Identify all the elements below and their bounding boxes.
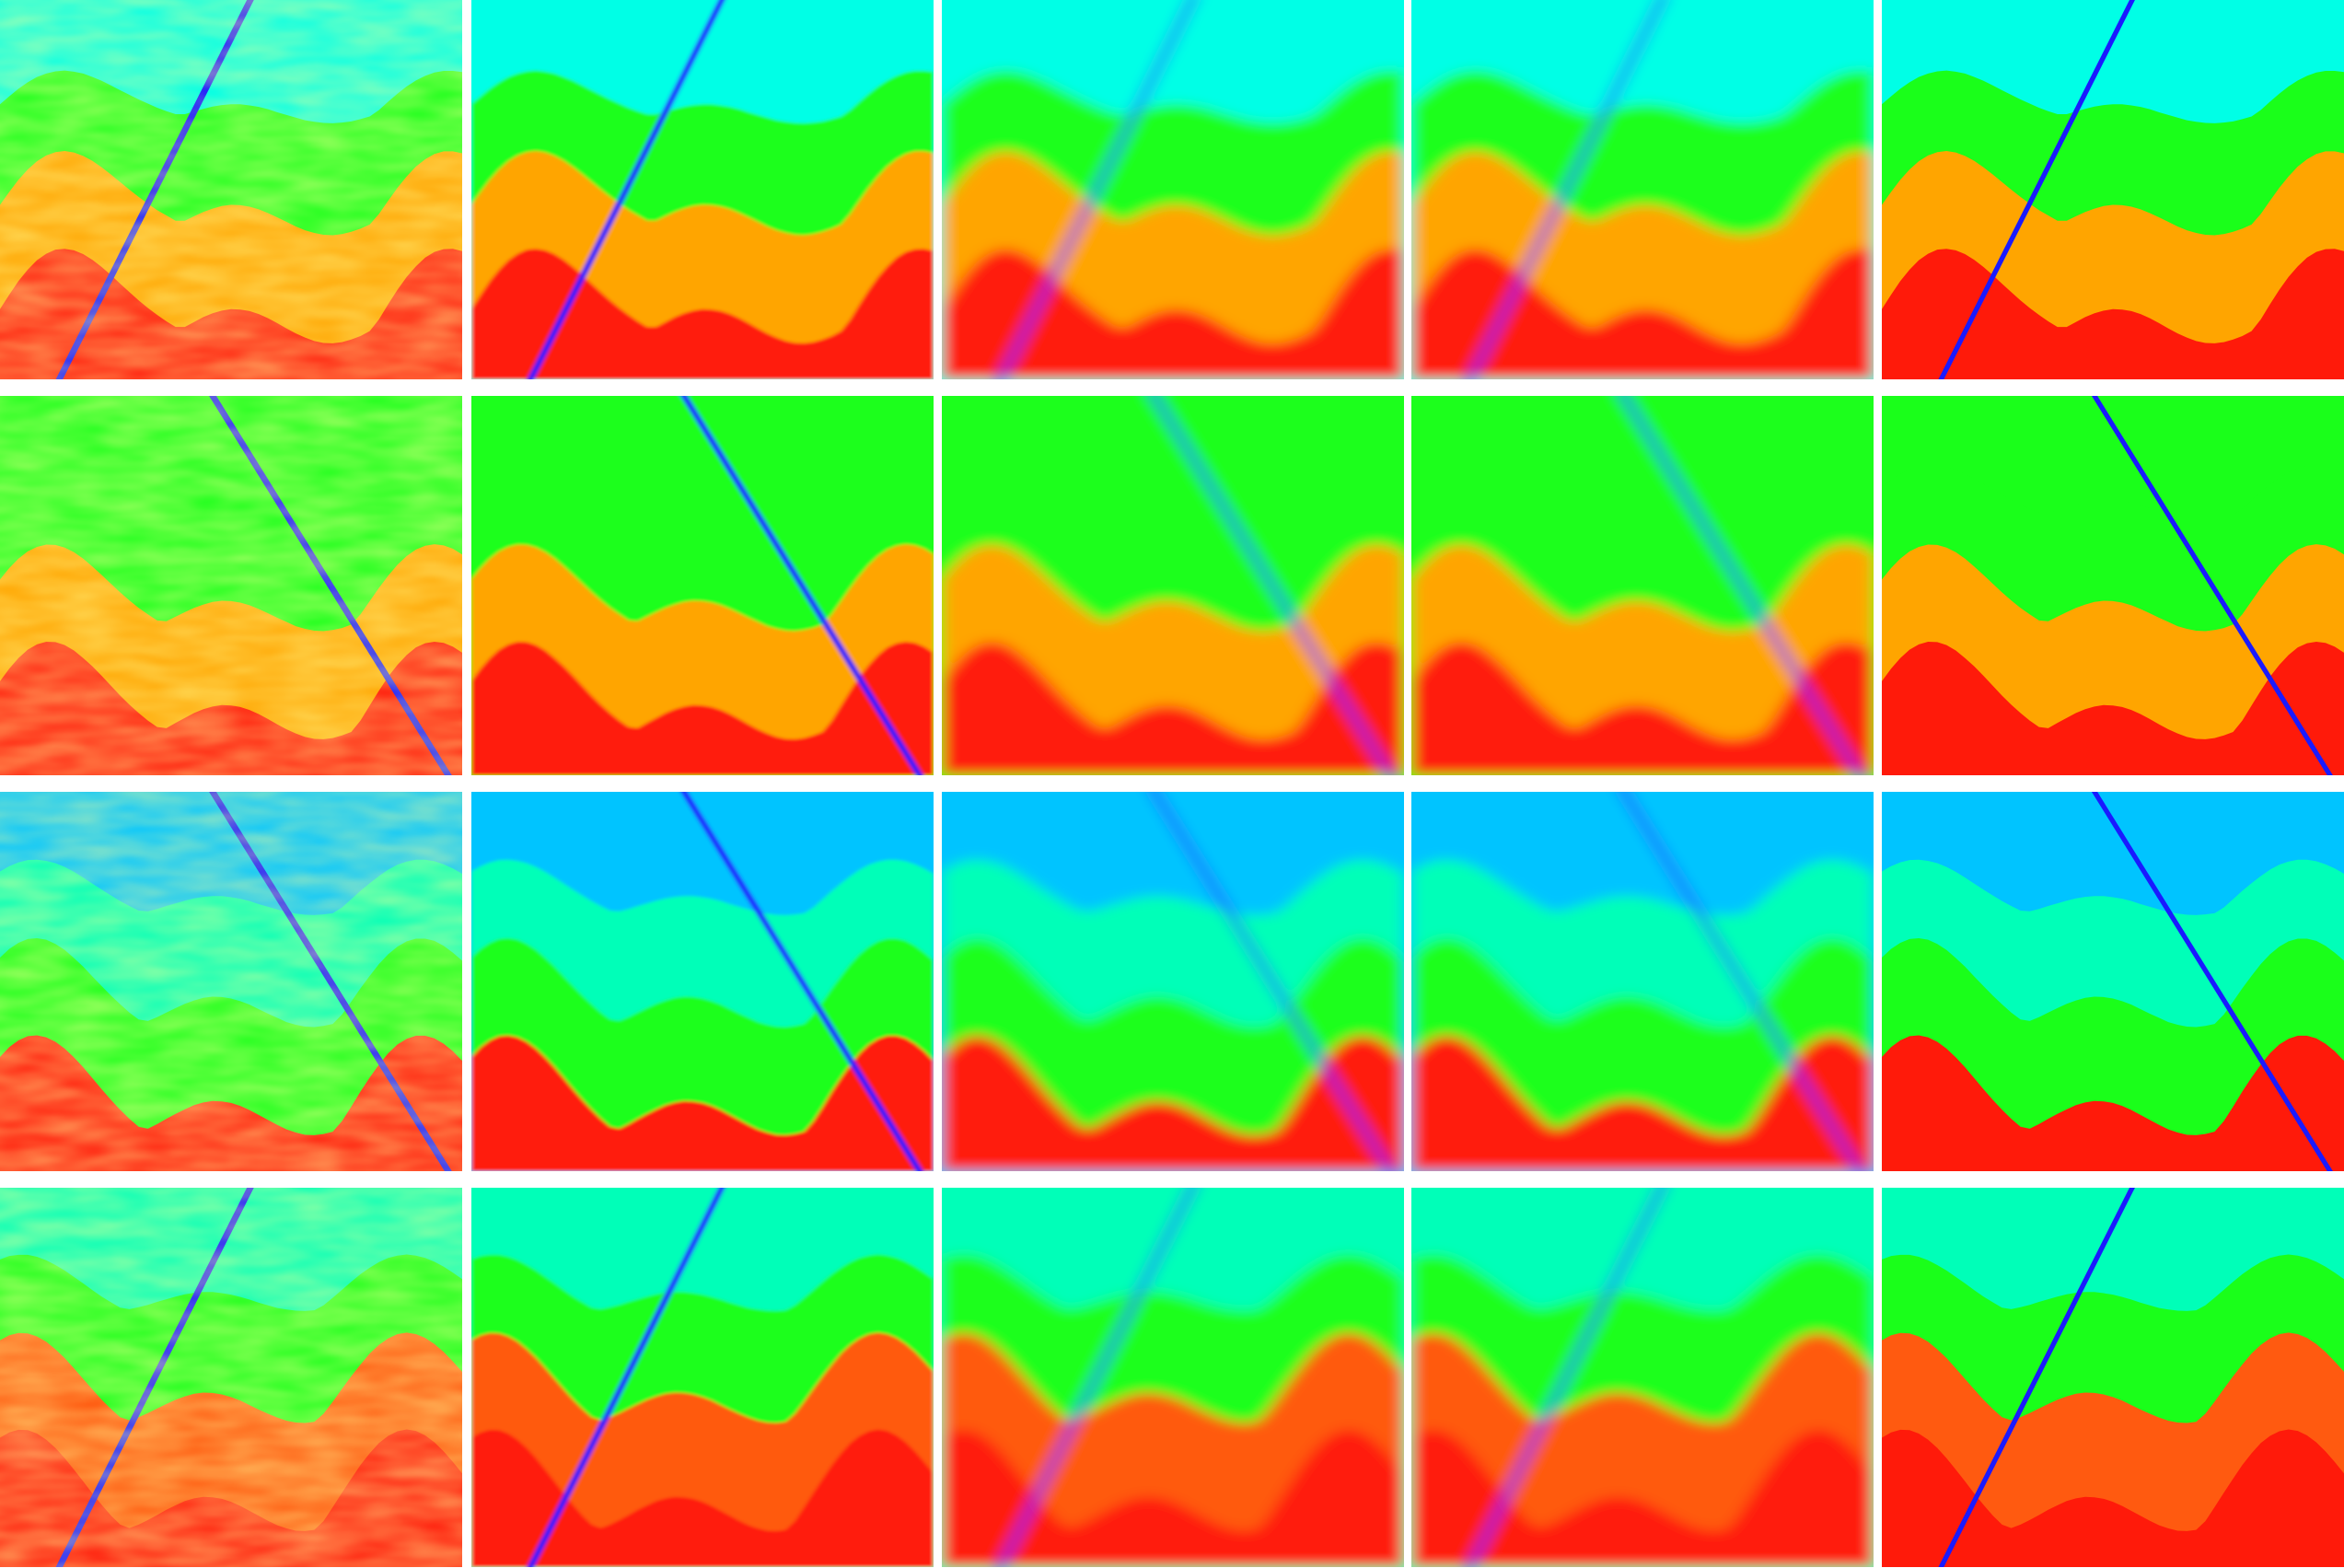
layer-4 <box>471 249 934 379</box>
layer-4 <box>942 1035 1404 1171</box>
velocity-field <box>1882 0 2344 379</box>
fault-line <box>2091 792 2333 1171</box>
layer-4 <box>1411 1429 1874 1567</box>
model-2-noisy-panel <box>0 396 462 775</box>
layer-4 <box>1882 1035 2344 1171</box>
velocity-field <box>1882 792 2344 1171</box>
layer-4 <box>1882 249 2344 379</box>
model-1-blocky-panel <box>471 0 934 379</box>
model-3-smooth-panel <box>1411 792 1874 1171</box>
velocity-field <box>942 0 1404 379</box>
layer-4 <box>942 641 1404 775</box>
velocity-field <box>471 792 934 1171</box>
layer-4 <box>942 249 1404 379</box>
fault-line <box>2091 396 2333 775</box>
model-4-noisy-panel <box>0 1188 462 1567</box>
fault-line <box>680 396 923 775</box>
layer-4 <box>1411 1035 1874 1171</box>
fault-line <box>1467 0 1665 379</box>
inversion-noise <box>0 396 462 775</box>
model-4-smooth-panel <box>1411 1188 1874 1567</box>
layer-4 <box>942 1429 1404 1567</box>
inversion-noise <box>0 0 462 379</box>
fault-line <box>527 1188 725 1567</box>
model-3-noisy-panel <box>0 792 462 1171</box>
layer-4 <box>1411 249 1874 379</box>
velocity-field <box>1411 792 1874 1171</box>
model-4-blocky-panel <box>471 1188 934 1567</box>
model-1-smooth-panel <box>942 0 1404 379</box>
model-1-smooth-panel <box>1411 0 1874 379</box>
velocity-field <box>942 1188 1404 1567</box>
inversion-noise <box>0 1188 462 1567</box>
velocity-field <box>0 396 462 775</box>
model-3-smooth-panel <box>942 792 1404 1171</box>
model-4-smooth-panel <box>942 1188 1404 1567</box>
velocity-field <box>1882 396 2344 775</box>
model-2-blocky-panel <box>471 396 934 775</box>
velocity-field <box>1882 1188 2344 1567</box>
fault-line <box>1467 1188 1665 1567</box>
fault-line <box>527 0 725 379</box>
model-1-ground-truth-panel <box>1882 0 2344 379</box>
model-2-smooth-panel <box>1411 396 1874 775</box>
fault-line <box>1151 792 1394 1171</box>
velocity-field <box>1411 1188 1874 1567</box>
velocity-field <box>942 396 1404 775</box>
velocity-field <box>0 1188 462 1567</box>
layer-4 <box>471 1035 934 1171</box>
model-3-blocky-panel <box>471 792 934 1171</box>
velocity-field <box>471 1188 934 1567</box>
layer-4 <box>471 641 934 775</box>
model-2-smooth-panel <box>942 396 1404 775</box>
model-4-ground-truth-panel <box>1882 1188 2344 1567</box>
layer-4 <box>1882 1429 2344 1567</box>
layer-4 <box>471 1429 934 1567</box>
model-3-ground-truth-panel <box>1882 792 2344 1171</box>
layer-4 <box>1411 641 1874 775</box>
velocity-field <box>942 792 1404 1171</box>
velocity-field <box>1411 396 1874 775</box>
layer-4 <box>1882 641 2344 775</box>
velocity-field <box>0 792 462 1171</box>
velocity-field <box>471 0 934 379</box>
fault-line <box>1620 396 1863 775</box>
inversion-noise <box>0 792 462 1171</box>
fault-line <box>1151 396 1394 775</box>
fault-line <box>1620 792 1863 1171</box>
velocity-field <box>0 0 462 379</box>
fault-line <box>680 792 923 1171</box>
model-1-noisy-panel <box>0 0 462 379</box>
fault-line <box>1938 1188 2135 1567</box>
velocity-field <box>471 396 934 775</box>
velocity-field <box>1411 0 1874 379</box>
fault-line <box>997 1188 1196 1567</box>
model-2-ground-truth-panel <box>1882 396 2344 775</box>
fault-line <box>997 0 1196 379</box>
fault-line <box>1938 0 2135 379</box>
